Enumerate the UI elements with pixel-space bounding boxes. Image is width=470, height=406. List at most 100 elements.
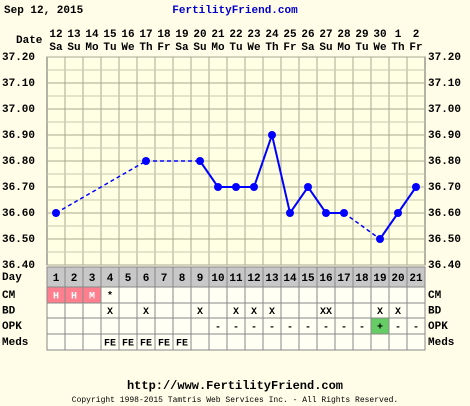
y-tick-label-right: 36.90 bbox=[428, 130, 461, 142]
cell-text: X bbox=[251, 307, 257, 318]
weekday-label: Fr bbox=[409, 42, 422, 54]
weekday-label: Mo bbox=[337, 42, 351, 54]
table-cell bbox=[406, 302, 426, 319]
date-label: 19 bbox=[175, 29, 188, 41]
table-cell bbox=[82, 302, 102, 319]
date-label: 12 bbox=[49, 29, 62, 41]
date-label: 14 bbox=[85, 29, 99, 41]
table-cell bbox=[388, 333, 408, 351]
table-cell bbox=[136, 286, 156, 304]
cell-text: - bbox=[341, 323, 347, 334]
cell-text: - bbox=[287, 323, 293, 334]
table-cell bbox=[244, 286, 264, 304]
date-label: 25 bbox=[283, 29, 297, 41]
temp-point bbox=[304, 183, 312, 191]
weekday-label: Su bbox=[67, 42, 80, 54]
cell-text: 9 bbox=[197, 273, 204, 285]
cell-text: 12 bbox=[247, 273, 260, 285]
date-label: 30 bbox=[373, 29, 386, 41]
table-cell bbox=[118, 286, 138, 304]
table-cell bbox=[244, 333, 264, 351]
y-tick-label-right: 37.20 bbox=[428, 52, 461, 64]
table-cell bbox=[100, 317, 120, 335]
weekday-label: Fr bbox=[157, 42, 170, 54]
weekday-label: We bbox=[121, 42, 135, 54]
temp-point bbox=[52, 209, 60, 217]
row-label: OPK bbox=[2, 321, 22, 333]
cell-text: - bbox=[269, 323, 275, 334]
table-cell bbox=[154, 286, 174, 304]
date-label: 22 bbox=[229, 29, 242, 41]
cell-text: 20 bbox=[391, 273, 404, 285]
row-label: BD bbox=[2, 305, 16, 317]
cell-text: 6 bbox=[143, 273, 150, 285]
table-cell bbox=[154, 317, 174, 335]
y-tick-label-right: 37.10 bbox=[428, 78, 461, 90]
date-label: 23 bbox=[247, 29, 261, 41]
weekday-label: Th bbox=[265, 42, 278, 54]
table-cell bbox=[388, 286, 408, 304]
cell-text: 19 bbox=[373, 273, 386, 285]
table-cell bbox=[46, 302, 66, 319]
cell-text: 2 bbox=[71, 273, 78, 285]
cell-text: 4 bbox=[107, 273, 114, 285]
cell-text: FE bbox=[176, 339, 188, 350]
cell-text: 14 bbox=[283, 273, 297, 285]
cell-text: X bbox=[269, 307, 275, 318]
row-label-right: CM bbox=[428, 290, 442, 302]
date-label: 27 bbox=[319, 29, 332, 41]
weekday-label: Su bbox=[319, 42, 332, 54]
temp-point bbox=[376, 235, 384, 243]
y-tick-label: 37.20 bbox=[2, 52, 35, 64]
weekday-label: We bbox=[247, 42, 261, 54]
table-cell bbox=[262, 286, 282, 304]
table-cell bbox=[406, 286, 426, 304]
cell-text: X bbox=[143, 307, 149, 318]
table-cell bbox=[316, 286, 336, 304]
weekday-label: Sa bbox=[49, 42, 63, 54]
gap-connector bbox=[55, 160, 147, 214]
table-cell bbox=[316, 333, 336, 351]
footer-url[interactable]: http://www.FertilityFriend.com bbox=[127, 379, 343, 393]
y-tick-label-right: 36.80 bbox=[428, 156, 461, 168]
table-cell bbox=[190, 286, 210, 304]
y-tick-label-right: 36.50 bbox=[428, 234, 461, 246]
table-cell bbox=[334, 333, 354, 351]
cell-text: - bbox=[305, 323, 311, 334]
table-cell bbox=[118, 317, 138, 335]
cell-text: - bbox=[233, 323, 239, 334]
cell-text: FE bbox=[122, 339, 134, 350]
y-tick-label: 36.60 bbox=[2, 208, 35, 220]
cell-text: 8 bbox=[179, 273, 186, 285]
table-cell bbox=[370, 333, 390, 351]
cell-text: - bbox=[395, 323, 401, 334]
temp-point bbox=[286, 209, 294, 217]
table-cell bbox=[136, 317, 156, 335]
date-label: 21 bbox=[211, 29, 225, 41]
table-cell bbox=[280, 302, 300, 319]
table-cell bbox=[118, 302, 138, 319]
date-label: 24 bbox=[265, 29, 279, 41]
table-cell bbox=[208, 286, 228, 304]
weekday-label: Su bbox=[193, 42, 206, 54]
cell-text: - bbox=[215, 323, 221, 334]
table-cell bbox=[334, 302, 354, 319]
temp-point bbox=[250, 183, 258, 191]
table-cell bbox=[406, 333, 426, 351]
date-label: 2 bbox=[413, 29, 420, 41]
x-label: Date bbox=[16, 35, 43, 47]
table-cell bbox=[154, 302, 174, 319]
row-label-right: OPK bbox=[428, 321, 448, 333]
cell-text: FE bbox=[158, 339, 170, 350]
y-tick-label: 37.00 bbox=[2, 104, 35, 116]
site-title: FertilityFriend.com bbox=[172, 5, 298, 17]
cell-text: FE bbox=[140, 339, 152, 350]
weekday-label: Th bbox=[139, 42, 152, 54]
cell-text: FE bbox=[104, 339, 116, 350]
date-label: 1 bbox=[395, 29, 402, 41]
table-cell bbox=[172, 302, 192, 319]
cell-text: 5 bbox=[125, 273, 132, 285]
cell-text: + bbox=[377, 323, 383, 334]
